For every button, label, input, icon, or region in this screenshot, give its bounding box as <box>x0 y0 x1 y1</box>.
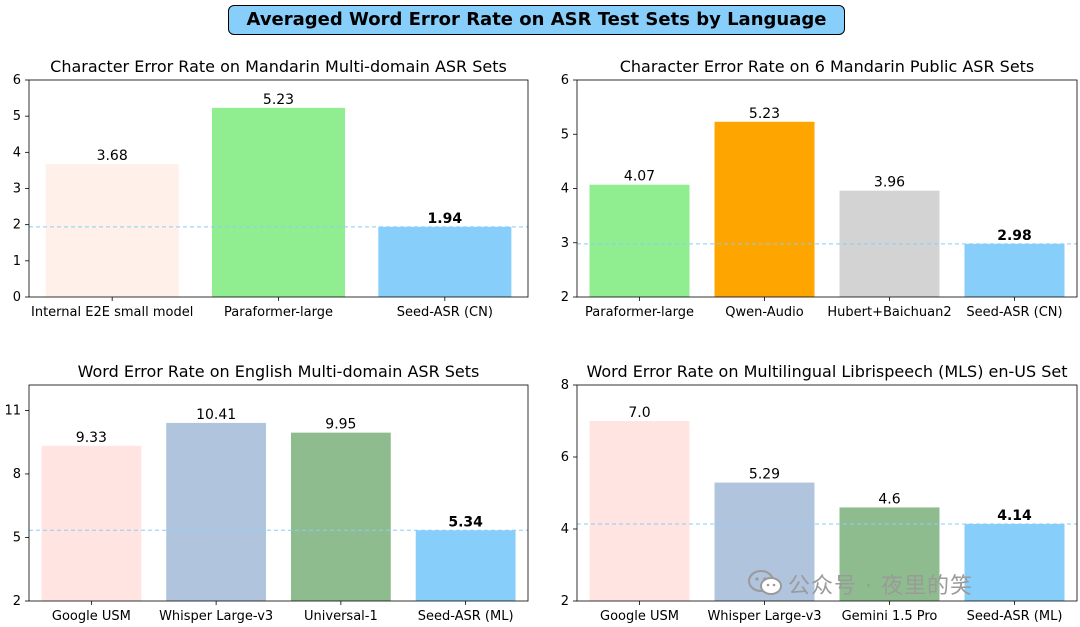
y-tick-label: 3 <box>561 236 569 251</box>
bar <box>964 243 1065 297</box>
chart-title: Character Error Rate on Mandarin Multi-d… <box>50 57 507 76</box>
bar-value-label: 4.07 <box>624 169 655 185</box>
x-tick-label: Whisper Large-v3 <box>159 609 273 624</box>
x-tick-label: Qwen-Audio <box>725 305 804 320</box>
bar-value-label: 9.95 <box>325 417 356 433</box>
y-tick-label: 2 <box>561 594 569 609</box>
y-tick-label: 8 <box>561 378 569 393</box>
x-tick-label: Google USM <box>600 609 679 624</box>
x-tick-label: Paraformer-large <box>585 305 694 320</box>
bar-value-label: 9.33 <box>76 430 107 446</box>
x-tick-label: Seed-ASR (ML) <box>418 609 514 624</box>
x-tick-label: Whisper Large-v3 <box>707 609 821 624</box>
y-tick-label: 6 <box>561 450 569 465</box>
x-tick-label: Paraformer-large <box>224 305 333 320</box>
bar-value-label: 5.29 <box>749 467 780 483</box>
bar <box>714 121 815 298</box>
chart-title: Word Error Rate on English Multi-domain … <box>78 362 480 381</box>
y-tick-label: 2 <box>13 218 21 233</box>
y-tick-label: 3 <box>13 182 21 197</box>
y-tick-label: 6 <box>561 73 569 88</box>
y-tick-label: 4 <box>13 145 21 160</box>
bar <box>415 530 516 601</box>
y-tick-label: 11 <box>4 403 21 418</box>
bar <box>45 163 179 297</box>
x-tick-label: Seed-ASR (CN) <box>966 305 1062 320</box>
bar-value-label: 5.23 <box>263 92 294 108</box>
y-tick-label: 4 <box>561 522 569 537</box>
x-tick-label: Internal E2E small model <box>31 305 193 320</box>
bar-value-label: 5.23 <box>749 106 780 122</box>
watermark-text: 公众号 · 夜里的笑 <box>788 574 973 599</box>
chart-title: Character Error Rate on 6 Mandarin Publi… <box>620 57 1035 76</box>
y-tick-label: 8 <box>13 467 21 482</box>
bar <box>964 523 1065 601</box>
chart-title: Word Error Rate on Multilingual Librispe… <box>586 362 1067 381</box>
x-tick-label: Seed-ASR (ML) <box>967 609 1063 624</box>
y-tick-label: 1 <box>13 254 21 269</box>
bar <box>589 184 690 297</box>
bar-value-label: 5.34 <box>448 514 483 530</box>
bar-value-label: 3.96 <box>874 175 905 191</box>
y-tick-label: 5 <box>13 109 21 124</box>
bar-value-label: 1.94 <box>428 211 463 227</box>
watermark: 公众号 · 夜里的笑 <box>748 568 973 602</box>
bar-value-label: 10.41 <box>196 407 236 423</box>
bar <box>378 226 512 297</box>
bar <box>166 422 267 601</box>
y-tick-label: 2 <box>561 290 569 305</box>
bar <box>211 107 346 298</box>
y-tick-label: 5 <box>13 530 21 545</box>
bar-value-label: 4.6 <box>878 491 900 507</box>
bar <box>839 507 940 601</box>
x-tick-label: Seed-ASR (CN) <box>397 305 493 320</box>
bar <box>41 445 142 601</box>
axes-frame <box>28 79 529 298</box>
x-tick-label: Universal-1 <box>304 609 378 624</box>
figure-title: Averaged Word Error Rate on ASR Test Set… <box>228 5 845 35</box>
y-tick-label: 4 <box>561 182 569 197</box>
bar <box>290 432 391 601</box>
bar-value-label: 4.14 <box>997 508 1032 524</box>
x-tick-label: Google USM <box>52 609 131 624</box>
bar-value-label: 2.98 <box>997 228 1032 244</box>
wechat-icon <box>748 570 782 602</box>
bar-value-label: 7.0 <box>628 405 650 421</box>
axes-frame <box>28 384 529 602</box>
x-tick-label: Hubert+Baichuan2 <box>827 305 951 320</box>
y-tick-label: 2 <box>13 594 21 609</box>
bar <box>589 421 690 601</box>
axes-frame <box>576 384 1078 602</box>
axes-frame <box>576 79 1078 298</box>
bar-value-label: 3.68 <box>97 148 128 164</box>
x-tick-label: Gemini 1.5 Pro <box>842 609 938 624</box>
y-tick-label: 6 <box>13 73 21 88</box>
y-tick-label: 5 <box>561 127 569 142</box>
y-tick-label: 0 <box>13 290 21 305</box>
